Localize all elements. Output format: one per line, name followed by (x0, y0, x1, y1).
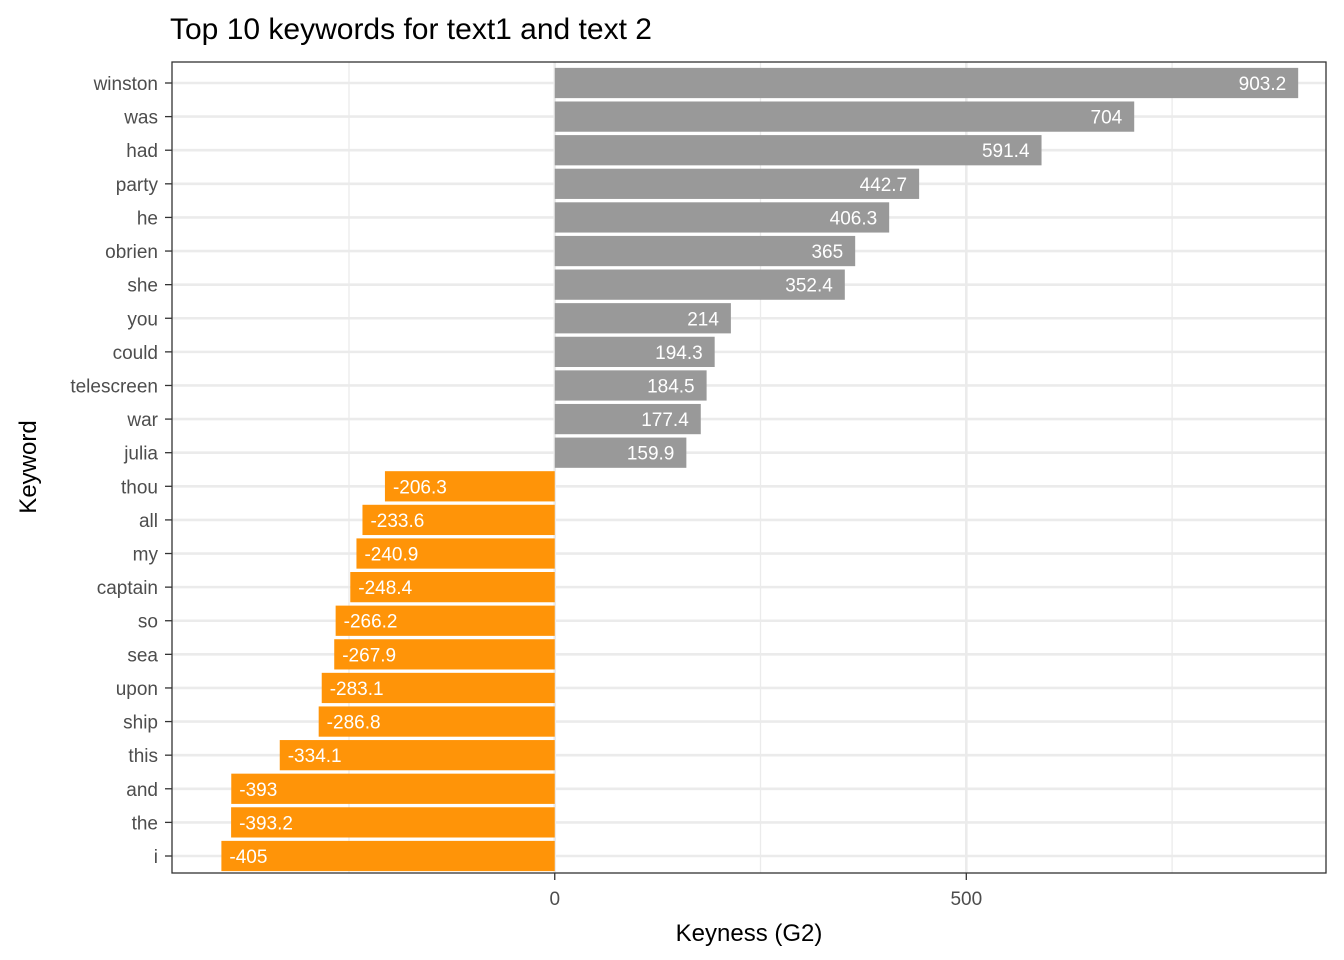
y-tick-label: war (126, 410, 158, 431)
bar-ship (318, 706, 555, 737)
bar-could (554, 336, 715, 367)
y-tick-label: i (154, 847, 158, 868)
bar-he (554, 202, 890, 233)
y-axis-title: Keyword (15, 420, 42, 513)
bar-value-label: 184.5 (647, 376, 695, 397)
bar-value-label: 214 (687, 309, 719, 330)
bar-winston (554, 67, 1299, 99)
y-tick-label: captain (97, 578, 158, 599)
bar-i (221, 840, 555, 872)
y-tick-label: julia (123, 444, 158, 465)
grid-lines (172, 62, 1326, 873)
bar-war (554, 403, 701, 435)
bar-value-label: 704 (1091, 108, 1123, 129)
bar-value-label: -206.3 (393, 477, 447, 498)
bar-so (335, 605, 555, 636)
y-tick-label: party (116, 175, 159, 196)
bar-obrien (554, 235, 856, 267)
x-axis: 0 500 (549, 873, 982, 910)
bar-value-label: -283.1 (330, 679, 384, 700)
bar-value-label: -286.8 (327, 713, 381, 734)
y-tick-label: all (139, 511, 158, 532)
bar-value-label: -266.2 (344, 612, 398, 633)
y-tick-label: telescreen (70, 376, 158, 397)
bar-value-label: 365 (811, 242, 843, 263)
bar-value-label: 442.7 (860, 175, 908, 196)
bar-had (554, 135, 1042, 166)
bar-party (554, 168, 920, 199)
x-axis-title: Keyness (G2) (676, 920, 823, 947)
y-tick-label: could (113, 343, 158, 364)
bar-julia (554, 437, 687, 468)
y-tick-label: had (126, 141, 158, 162)
y-tick-label: this (128, 746, 158, 767)
bar-was (554, 101, 1135, 132)
bar-my (356, 538, 555, 569)
y-tick-label: so (138, 612, 158, 633)
bar-all (362, 504, 555, 536)
bar-value-label: -393 (239, 780, 277, 801)
y-tick-label: was (123, 108, 158, 129)
bar-value-label: 194.3 (655, 343, 703, 364)
bar-value-label: 591.4 (982, 141, 1030, 162)
bar-value-label: 352.4 (785, 276, 833, 297)
bar-value-label: -405 (229, 847, 267, 868)
bar-she (554, 269, 845, 300)
bar-you (554, 303, 731, 334)
bar-and (231, 773, 555, 804)
y-tick-label: you (127, 309, 158, 330)
bar-captain (350, 572, 555, 603)
y-tick-label: my (133, 545, 159, 566)
bar-value-label: 903.2 (1239, 74, 1287, 95)
bar-sea (334, 639, 555, 670)
y-tick-label: ship (123, 713, 158, 734)
y-tick-label: upon (116, 679, 158, 700)
bar-value-label: -248.4 (358, 578, 412, 599)
bars: 903.2 704 591.4 442.7 406.3 365 352.4 214 194.3 1… (221, 67, 1299, 872)
y-axis: winston was had party he obrien she you could tel… (70, 74, 172, 868)
y-tick-label: he (137, 208, 158, 229)
chart-title: Top 10 keywords for text1 and text 2 (170, 13, 652, 46)
bar-thou (384, 471, 555, 502)
y-tick-label: obrien (105, 242, 158, 263)
bar-value-label: 406.3 (830, 208, 878, 229)
bar-upon (321, 672, 555, 704)
y-tick-label: the (132, 813, 158, 834)
y-tick-label: she (127, 276, 158, 297)
x-tick-label: 500 (950, 889, 982, 910)
bar-telescreen (554, 370, 707, 401)
y-tick-label: thou (121, 477, 158, 498)
x-tick-label: 0 (549, 889, 560, 910)
bar-value-label: -334.1 (288, 746, 342, 767)
bar-value-label: -233.6 (370, 511, 424, 532)
bar-value-label: 177.4 (641, 410, 689, 431)
panel-border (171, 61, 1327, 874)
bar-the (231, 807, 555, 838)
bar-value-label: -267.9 (342, 645, 396, 666)
bar-value-label: 159.9 (627, 444, 675, 465)
bar-value-label: -240.9 (364, 545, 418, 566)
y-tick-label: and (126, 780, 158, 801)
bar-value-label: -393.2 (239, 813, 293, 834)
bar-this (279, 740, 555, 771)
y-tick-label: winston (93, 74, 158, 95)
y-tick-label: sea (127, 645, 158, 666)
